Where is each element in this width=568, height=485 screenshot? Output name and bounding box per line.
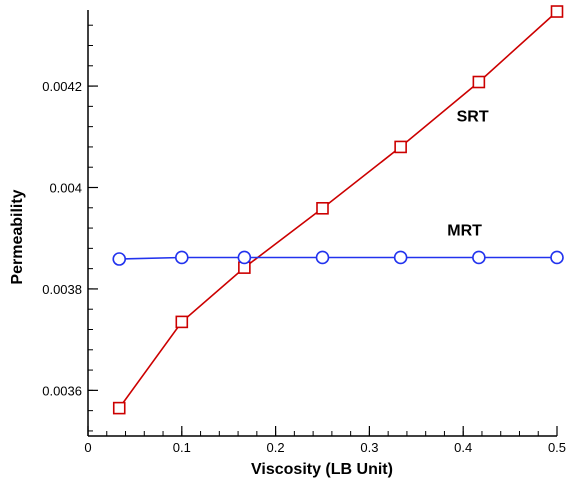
y-tick-label: 0.004 [49,181,82,196]
mrt-point [112,252,127,266]
x-tick-label: 0 [84,440,91,455]
y-tick-label: 0.0042 [42,79,82,94]
mrt-point [237,250,252,265]
mrt-point [175,250,189,265]
srt-point [112,401,126,415]
x-tick-label: 0.3 [360,440,378,455]
series-layer: SRT MRT [112,5,564,415]
srt-point [550,5,564,18]
y-tick-label: 0.0036 [42,383,82,398]
srt-point [394,140,407,154]
x-tick-label: 0.4 [454,440,472,455]
mrt-point [393,250,408,265]
y-tick-label: 0.0038 [42,282,82,297]
ticks: 0 0.1 0.2 0.3 0.4 0.5 0.0036 0.0038 0.004 0.0042 [42,24,566,455]
srt-line [118,10,558,409]
mrt-point [472,250,486,265]
srt-point [472,75,486,89]
mrt-series: MRT [112,223,564,266]
x-axis-title: Viscosity (LB Unit) [251,461,393,478]
y-axis-title: Permeability [9,189,26,284]
x-tick-label: 0.5 [548,440,566,455]
mrt-series-label: MRT [447,223,482,240]
x-tick-label: 0.2 [267,440,285,455]
mrt-point [550,250,564,265]
srt-series: SRT [112,5,564,415]
mrt-point [315,250,330,265]
srt-point [175,315,189,329]
srt-series-label: SRT [457,109,489,126]
x-tick-label: 0.1 [173,440,191,455]
axes [87,10,557,437]
srt-point [316,201,329,215]
